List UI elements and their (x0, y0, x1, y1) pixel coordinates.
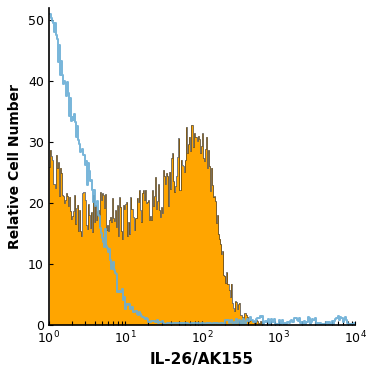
Y-axis label: Relative Cell Number: Relative Cell Number (8, 84, 22, 249)
X-axis label: IL-26/AK155: IL-26/AK155 (150, 352, 254, 367)
